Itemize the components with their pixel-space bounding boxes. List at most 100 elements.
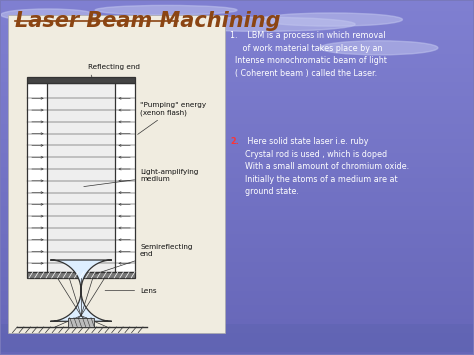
Bar <box>0 333 474 337</box>
Bar <box>0 280 474 284</box>
Bar <box>0 54 474 57</box>
Bar <box>0 36 474 40</box>
Ellipse shape <box>12 26 178 42</box>
Ellipse shape <box>0 9 95 21</box>
Bar <box>0 206 474 209</box>
Text: Lens: Lens <box>105 288 157 294</box>
Bar <box>0 68 474 71</box>
Bar <box>0 135 474 138</box>
Bar <box>0 86 474 89</box>
Bar <box>0 273 474 277</box>
Bar <box>68 317 94 327</box>
Bar <box>0 245 474 248</box>
Bar <box>0 181 474 185</box>
Bar <box>0 170 474 174</box>
Bar <box>0 199 474 202</box>
Ellipse shape <box>319 41 438 55</box>
Bar <box>0 174 474 178</box>
Bar <box>0 319 474 322</box>
Bar <box>0 331 474 333</box>
Bar <box>0 153 474 156</box>
Bar <box>0 8 474 11</box>
Bar <box>0 335 474 337</box>
Bar <box>0 213 474 217</box>
Bar <box>0 167 474 170</box>
Bar <box>0 82 474 86</box>
Bar <box>0 75 474 78</box>
Text: Semireflecting
end: Semireflecting end <box>94 244 192 274</box>
Bar <box>0 125 474 128</box>
Bar <box>0 110 474 114</box>
Bar <box>0 149 474 153</box>
Text: 2.: 2. <box>230 137 239 146</box>
Bar <box>0 327 474 329</box>
Bar <box>0 294 474 298</box>
Bar <box>0 344 474 346</box>
Bar <box>0 284 474 287</box>
Bar <box>0 262 474 266</box>
Bar <box>0 248 474 252</box>
Bar <box>0 329 474 331</box>
Bar <box>0 234 474 237</box>
Bar <box>0 351 474 354</box>
Bar <box>0 47 474 50</box>
Bar <box>0 57 474 61</box>
Bar <box>0 163 474 167</box>
Bar <box>0 269 474 273</box>
Bar <box>0 156 474 160</box>
Bar <box>0 188 474 192</box>
Bar <box>47 83 115 272</box>
Bar <box>8 15 225 333</box>
Bar <box>0 11 474 15</box>
Bar <box>0 255 474 259</box>
Bar <box>0 237 474 241</box>
Bar <box>0 160 474 163</box>
Bar <box>0 298 474 301</box>
Bar <box>0 301 474 305</box>
Bar <box>0 29 474 33</box>
Bar <box>0 15 474 18</box>
Bar <box>0 329 474 333</box>
Bar <box>0 26 474 29</box>
Bar <box>0 337 474 339</box>
Bar <box>0 340 474 344</box>
Bar <box>0 348 474 350</box>
Bar <box>0 266 474 269</box>
Ellipse shape <box>166 17 355 31</box>
Bar <box>0 339 474 341</box>
Bar <box>0 252 474 255</box>
Bar <box>0 178 474 181</box>
Bar <box>0 121 474 125</box>
Bar <box>0 4 474 8</box>
Bar <box>0 326 474 329</box>
Bar <box>0 146 474 149</box>
Bar <box>0 230 474 234</box>
Bar <box>0 61 474 64</box>
Bar <box>0 18 474 22</box>
Bar <box>0 333 474 335</box>
Bar <box>0 128 474 132</box>
Bar <box>0 100 474 103</box>
Bar <box>0 93 474 96</box>
Bar <box>0 337 474 340</box>
Bar <box>0 350 474 352</box>
Bar <box>0 33 474 36</box>
Bar <box>0 96 474 100</box>
Bar <box>0 324 474 326</box>
Text: Laser Beam Machining: Laser Beam Machining <box>15 11 281 31</box>
Bar <box>0 78 474 82</box>
Ellipse shape <box>95 5 237 15</box>
Text: "Pumping" energy
(xenon flash): "Pumping" energy (xenon flash) <box>137 102 206 135</box>
Bar <box>0 291 474 294</box>
Text: Here solid state laser i.e. ruby
Crystal rod is used , which is doped
With a sma: Here solid state laser i.e. ruby Crystal… <box>245 137 409 196</box>
Bar <box>0 322 474 326</box>
Bar <box>0 346 474 348</box>
Bar <box>0 209 474 213</box>
Bar <box>0 202 474 206</box>
Bar <box>0 223 474 227</box>
Bar <box>0 305 474 308</box>
Bar <box>0 118 474 121</box>
Bar <box>0 40 474 43</box>
Bar <box>0 308 474 312</box>
Bar <box>0 220 474 223</box>
